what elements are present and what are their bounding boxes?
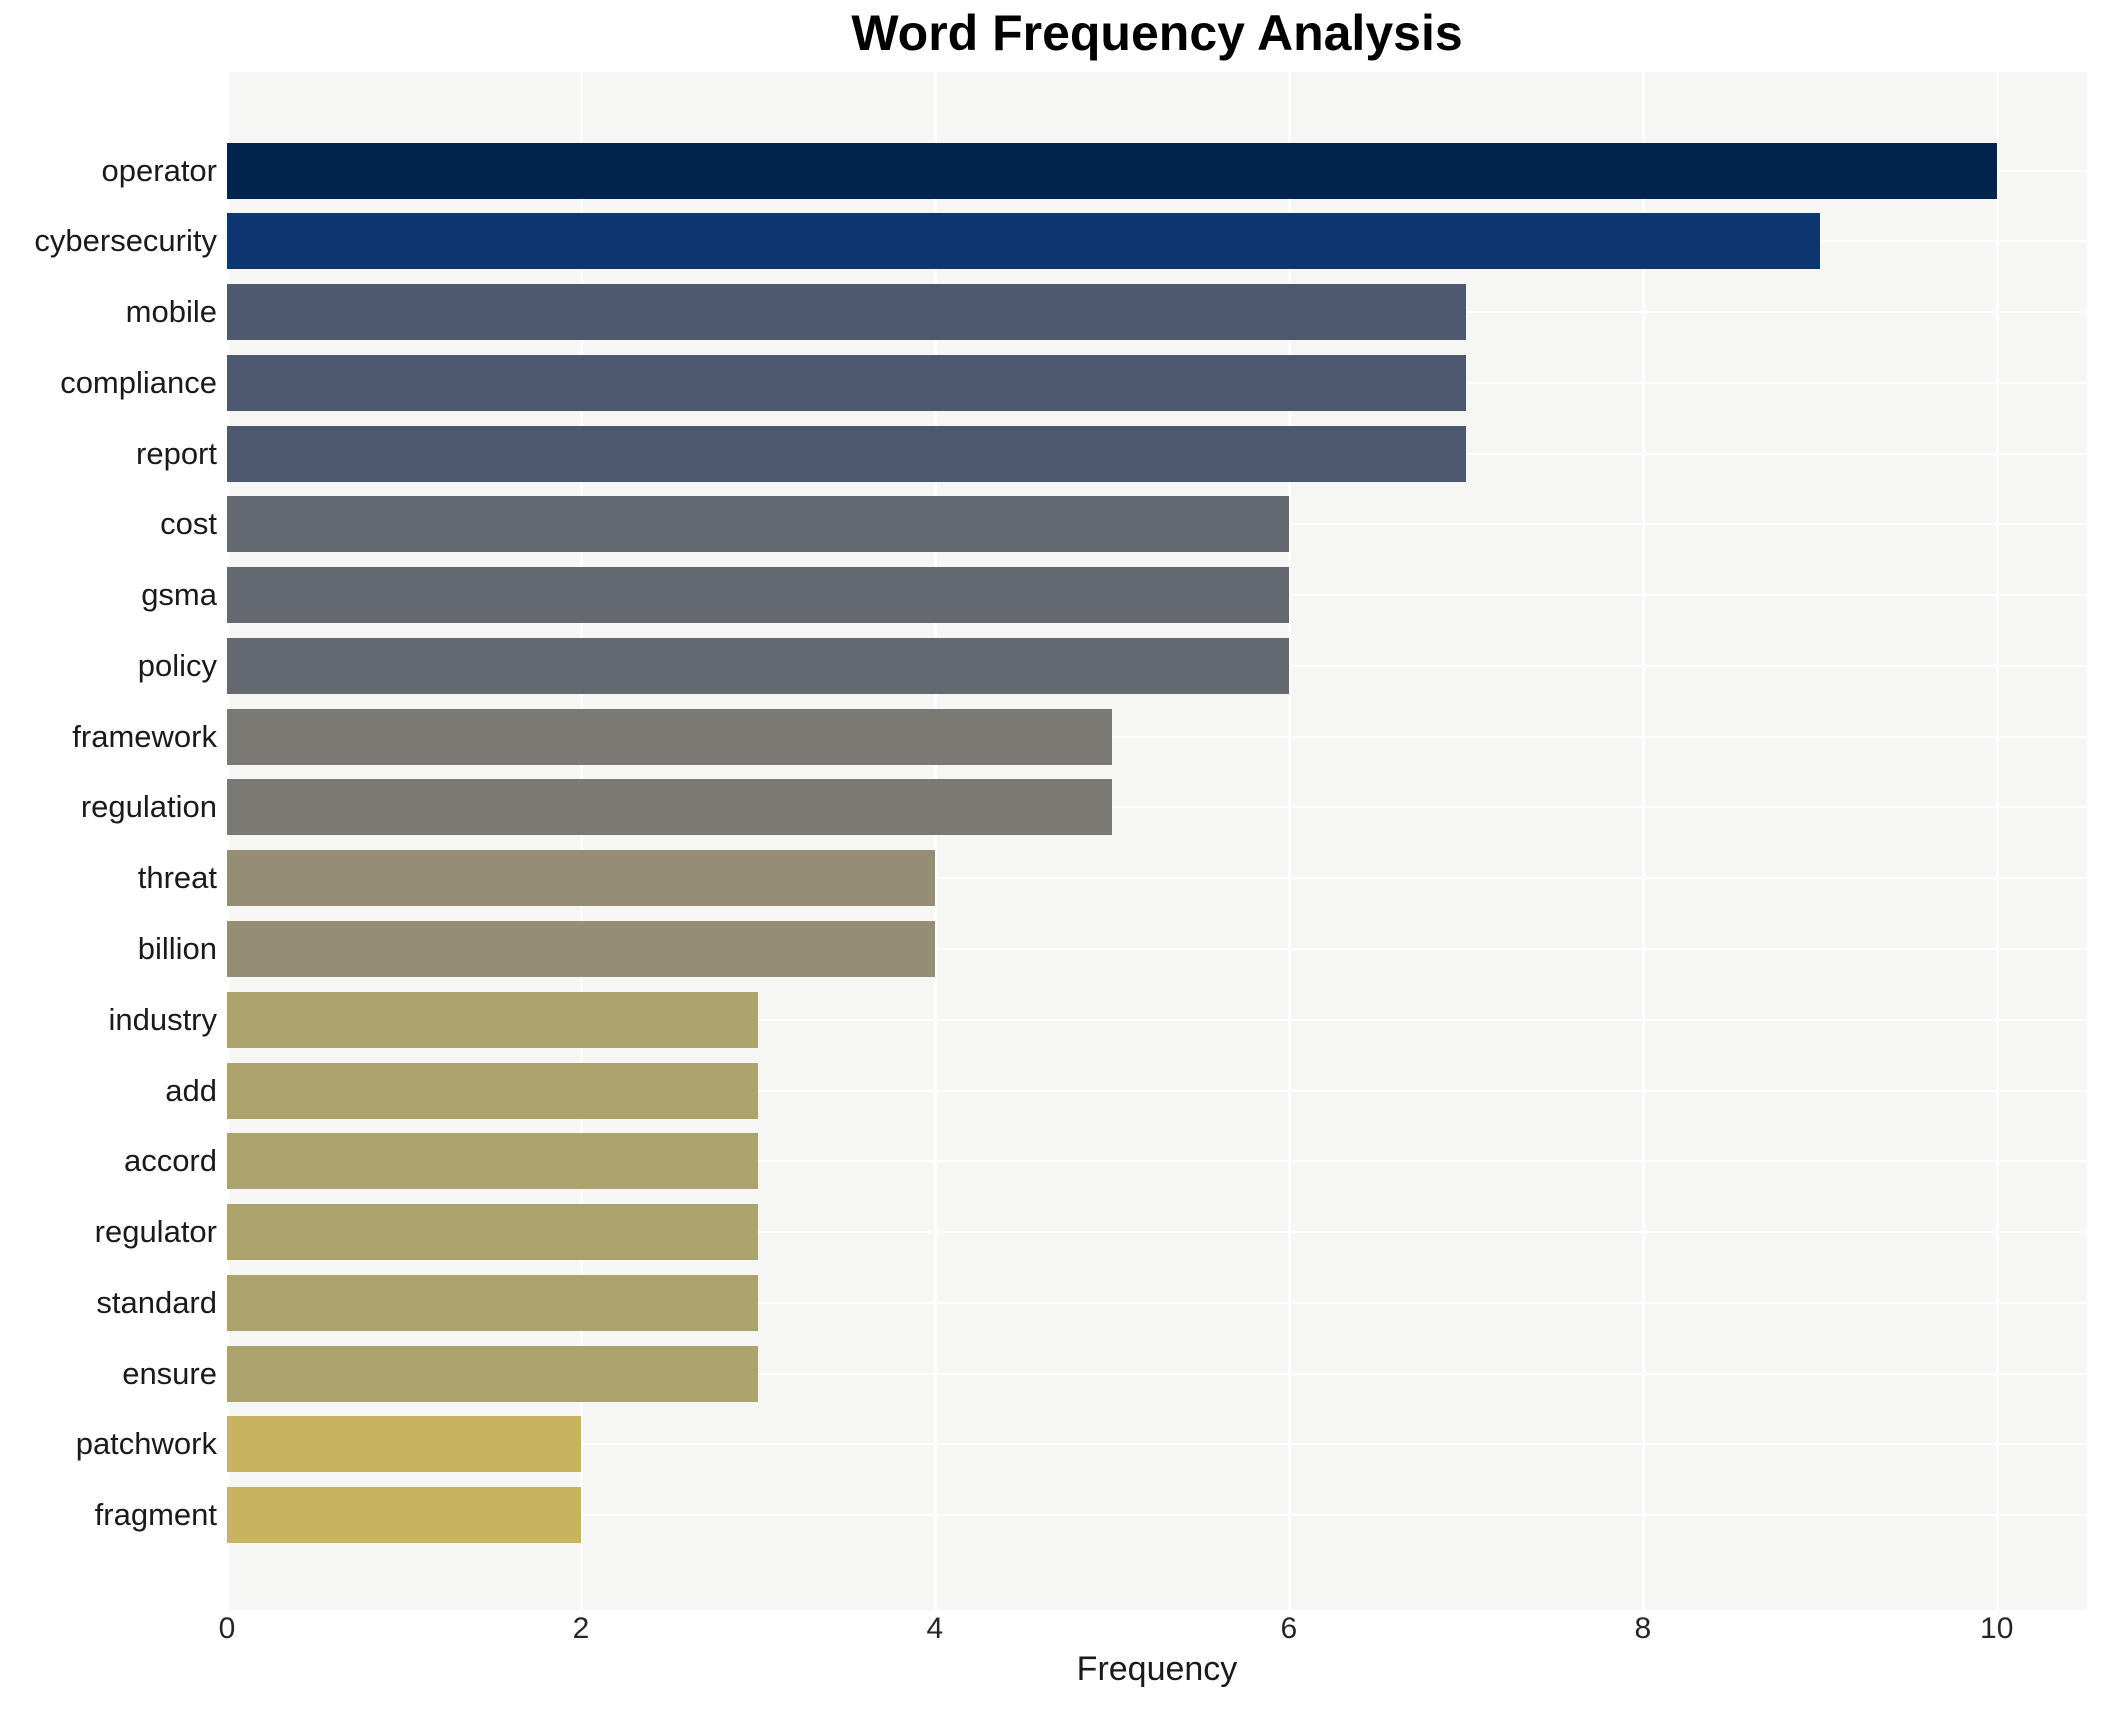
y-gridline	[227, 735, 2087, 738]
bar-standard	[227, 1274, 758, 1331]
bar-industry	[227, 991, 758, 1048]
bar-accord	[227, 1133, 758, 1190]
y-gridline	[227, 877, 2087, 880]
x-tick-label: 6	[1280, 1612, 1298, 1645]
y-label-policy: policy	[137, 647, 217, 683]
y-gridline	[227, 1301, 2087, 1304]
y-gridline	[227, 1514, 2087, 1517]
y-gridline	[227, 1089, 2087, 1092]
y-label-billion: billion	[137, 930, 217, 966]
y-gridline	[227, 806, 2087, 809]
y-label-cost: cost	[160, 506, 217, 542]
x-gridline	[1287, 72, 1291, 1610]
bar-patchwork	[227, 1416, 581, 1473]
bar-cybersecurity	[227, 213, 1820, 270]
y-label-patchwork: patchwork	[75, 1426, 217, 1462]
y-label-accord: accord	[123, 1143, 217, 1179]
y-gridline	[227, 1231, 2087, 1234]
y-label-standard: standard	[96, 1284, 217, 1320]
y-label-gsma: gsma	[141, 577, 217, 613]
y-gridline	[227, 1018, 2087, 1021]
bar-operator	[227, 142, 1997, 199]
bar-mobile	[227, 284, 1466, 341]
y-gridline	[227, 1443, 2087, 1446]
plot-area	[226, 72, 2087, 1610]
bar-framework	[227, 708, 1112, 765]
chart-title: Word Frequency Analysis	[851, 5, 1463, 61]
bar-ensure	[227, 1345, 758, 1402]
x-tick-label: 2	[572, 1612, 590, 1645]
bar-policy	[227, 637, 1289, 694]
x-gridline	[1641, 72, 1645, 1610]
y-label-fragment: fragment	[94, 1497, 217, 1533]
bar-compliance	[227, 354, 1466, 411]
y-label-compliance: compliance	[60, 364, 217, 400]
x-tick-label: 10	[1980, 1612, 2014, 1645]
bar-regulator	[227, 1204, 758, 1261]
bar-gsma	[227, 567, 1289, 624]
y-label-add: add	[165, 1072, 217, 1108]
y-label-ensure: ensure	[122, 1355, 217, 1391]
y-label-regulation: regulation	[80, 789, 217, 825]
y-label-report: report	[136, 435, 217, 471]
x-gridline	[226, 72, 229, 1610]
y-label-industry: industry	[108, 1001, 217, 1037]
x-axis-title: Frequency	[1076, 1650, 1238, 1688]
y-gridline	[227, 1372, 2087, 1375]
x-gridline	[1995, 72, 1999, 1610]
bar-threat	[227, 850, 935, 907]
bar-cost	[227, 496, 1289, 553]
y-label-regulator: regulator	[94, 1214, 217, 1250]
x-tick-label: 4	[926, 1612, 944, 1645]
x-tick-label: 8	[1634, 1612, 1652, 1645]
bar-regulation	[227, 779, 1112, 836]
bar-add	[227, 1062, 758, 1119]
y-label-threat: threat	[137, 860, 217, 896]
y-label-framework: framework	[72, 718, 217, 754]
bar-report	[227, 425, 1466, 482]
y-gridline	[227, 947, 2087, 950]
y-label-operator: operator	[101, 152, 217, 188]
x-gridline	[933, 72, 937, 1610]
x-tick-label: 0	[218, 1612, 236, 1645]
bar-billion	[227, 920, 935, 977]
y-gridline	[227, 1160, 2087, 1163]
x-gridline	[579, 72, 583, 1610]
y-label-cybersecurity: cybersecurity	[34, 223, 217, 259]
y-label-mobile: mobile	[125, 294, 217, 330]
bar-fragment	[227, 1487, 581, 1544]
